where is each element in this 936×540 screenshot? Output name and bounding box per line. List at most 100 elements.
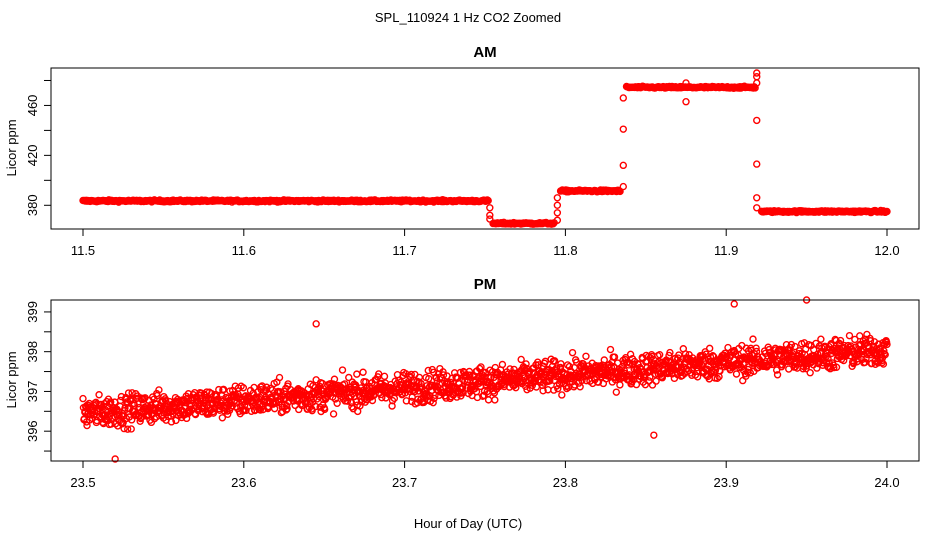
data-point (128, 389, 136, 397)
data-point (331, 395, 340, 403)
data-point (124, 389, 133, 397)
data-point (748, 351, 757, 359)
data-point (554, 384, 562, 393)
data-point (883, 340, 891, 349)
data-point (666, 348, 674, 357)
am-plot-frame (50, 67, 920, 230)
y-tick-label: 380 (25, 194, 40, 216)
data-point (713, 374, 721, 383)
data-point (439, 368, 447, 376)
x-tick-label: 11.5 (71, 243, 95, 258)
x-tick-label: 11.7 (392, 243, 416, 258)
data-point (851, 335, 859, 344)
data-point (880, 347, 888, 355)
data-point (312, 320, 320, 328)
data-point (724, 343, 732, 352)
data-point (749, 335, 757, 343)
data-point (283, 405, 291, 413)
x-tick-label: 23.9 (714, 475, 739, 490)
data-point (553, 209, 562, 217)
data-point (555, 380, 564, 388)
x-tick-label: 23.6 (231, 475, 256, 490)
data-point (353, 370, 361, 378)
am-panel-title: AM (473, 44, 496, 61)
data-point (772, 366, 781, 374)
data-point (127, 425, 135, 433)
data-point (539, 387, 547, 395)
pm-panel: PM Licor ppm 23.5 23.6 23.7 23.8 23.9 24.0 39… (4, 276, 920, 490)
data-point (486, 215, 494, 223)
data-point (675, 351, 683, 359)
data-point (612, 388, 621, 396)
data-point (557, 360, 565, 368)
data-point (563, 361, 572, 369)
data-point (787, 340, 796, 349)
data-point (182, 414, 191, 423)
data-point (167, 418, 176, 426)
x-tick-label: 11.9 (714, 243, 738, 258)
data-point (439, 371, 448, 379)
data-point (95, 391, 103, 399)
data-point (345, 373, 353, 382)
data-point (224, 410, 232, 418)
data-point (883, 207, 891, 216)
data-point (791, 342, 799, 351)
data-point (616, 187, 624, 196)
data-point (550, 357, 559, 365)
pm-y-axis-label: Licor ppm (4, 351, 19, 408)
data-point (693, 373, 702, 381)
data-point (320, 405, 329, 414)
data-point (117, 418, 125, 427)
pm-data-points (79, 296, 891, 463)
data-point (861, 335, 870, 343)
data-point (123, 425, 132, 433)
data-point (330, 375, 339, 383)
y-tick-label: 396 (25, 420, 40, 442)
am-data-points (79, 69, 891, 228)
y-tick-label: 420 (25, 145, 40, 167)
x-tick-label: 11.6 (232, 243, 256, 258)
data-point (832, 363, 841, 371)
data-point (127, 416, 136, 424)
data-point (517, 355, 525, 364)
data-point (425, 374, 433, 383)
data-point (308, 406, 316, 415)
data-point (622, 371, 631, 379)
data-point (836, 336, 845, 345)
am-panel: AM Licor ppm 11.5 11.6 11.7 11.8 11.9 12.0 38… (4, 44, 920, 258)
data-point (343, 397, 352, 405)
data-point (753, 69, 761, 77)
data-point (697, 360, 705, 369)
y-tick-label: 398 (25, 341, 40, 363)
data-point (553, 194, 562, 202)
data-point (650, 431, 658, 439)
data-point (446, 378, 455, 387)
data-point (655, 351, 664, 359)
x-tick-label: 11.8 (553, 243, 577, 258)
data-point (824, 355, 832, 363)
data-point (880, 349, 889, 358)
data-point (705, 344, 714, 353)
x-tick-label: 12.0 (874, 243, 899, 258)
data-point (282, 406, 290, 414)
data-point (558, 391, 566, 399)
data-point (619, 94, 627, 102)
data-point (498, 360, 507, 369)
data-point (215, 385, 223, 394)
x-tick-label: 24.0 (874, 475, 899, 490)
data-point (155, 386, 163, 394)
data-point (856, 332, 864, 340)
y-tick-label: 399 (25, 301, 40, 323)
data-point (266, 384, 275, 393)
data-point (773, 371, 782, 379)
data-point (359, 368, 367, 376)
y-tick-label: 460 (25, 95, 40, 117)
data-point (374, 370, 383, 378)
data-point (218, 414, 227, 422)
data-point (626, 350, 635, 359)
data-point (576, 383, 584, 391)
x-tick-label: 23.5 (70, 475, 95, 490)
data-point (484, 196, 492, 205)
data-point (284, 380, 292, 388)
